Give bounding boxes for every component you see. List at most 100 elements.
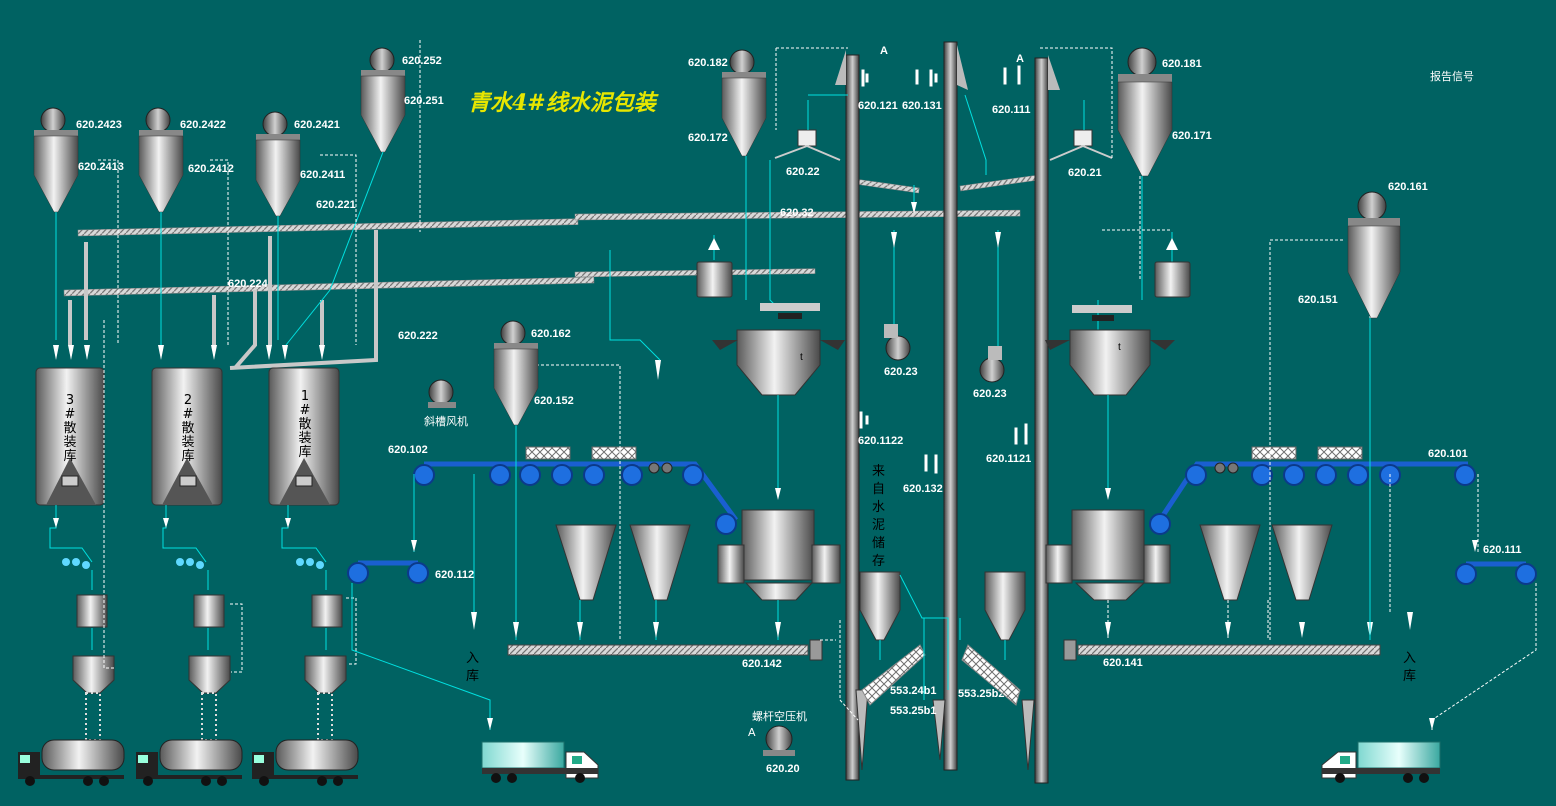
tag-label: 620.171 (1172, 130, 1212, 142)
tag-label: 553.24b1 (890, 685, 936, 697)
bucket-elevator-center[interactable] (932, 41, 968, 771)
marker-a: A (748, 726, 756, 739)
bulk-silo-3[interactable] (35, 367, 105, 506)
bag-filter-620-181[interactable] (1117, 47, 1173, 177)
silo-label-char: 库 (298, 444, 311, 460)
inbound-label-char: 库 (1403, 668, 1416, 684)
tag-label: 553.25b1 (890, 705, 936, 717)
belt-conveyor-620-112[interactable] (347, 560, 429, 584)
vertical-label-char: 存 (872, 554, 885, 569)
tag-label: 620.2413 (78, 161, 124, 173)
belt-conveyor-620-101[interactable] (1149, 446, 1476, 535)
silo-label-char: 散 (298, 417, 311, 432)
fan-620-23-left[interactable] (884, 324, 911, 361)
signal-lines (55, 151, 384, 346)
dump-truck-right (1321, 741, 1441, 783)
loading-lane-2[interactable] (162, 505, 243, 741)
screw-conveyor-upper (77, 209, 1021, 237)
tag-label: 620.1122 (858, 435, 903, 447)
tag-label: 620.111 (992, 104, 1031, 116)
silo-label-char: # (65, 407, 76, 422)
tag-label: 553.25b2 (958, 688, 1004, 700)
screw-conveyor-620-142[interactable] (507, 639, 823, 661)
chute-fan[interactable] (428, 379, 456, 408)
signal-lines (609, 250, 661, 361)
bag-filter-620-2421[interactable] (255, 111, 301, 217)
tag-label: 620.121 (858, 100, 898, 112)
gate-620-21[interactable] (1049, 129, 1113, 161)
vertical-label-char: 水 (872, 500, 885, 515)
dump-truck-left (481, 741, 599, 783)
compressor-label: 螺杆空压机 (752, 709, 807, 723)
weigh-hopper-right[interactable]: t (1045, 305, 1175, 396)
silo-label-char: 装 (63, 435, 76, 450)
tag-label: 620.222 (398, 330, 438, 342)
bucket-elevator-left[interactable] (835, 50, 869, 781)
control-lines (1269, 239, 1343, 640)
inbound-label-char: 入 (1403, 651, 1416, 666)
tag-label: 620.181 (1162, 58, 1202, 70)
inbound-label-char: 入 (466, 651, 479, 666)
tag-label: 620.132 (903, 483, 943, 495)
tag-label: 620.32 (780, 207, 814, 219)
rotary-packer-left[interactable] (717, 509, 841, 601)
vertical-label-char: 泥 (872, 518, 885, 533)
tag-label: 620.102 (388, 444, 428, 456)
tag-label: 620.224 (228, 278, 269, 290)
screw-compressor[interactable] (763, 725, 795, 756)
feed-pipes (68, 230, 378, 370)
bulk-silo-2[interactable] (151, 367, 223, 506)
tag-label: 620.2422 (180, 119, 226, 131)
tag-label: 620.251 (404, 95, 444, 107)
silo-label-char: 散 (181, 421, 194, 436)
tag-label: 620.101 (1428, 448, 1468, 460)
bag-filter-620-162[interactable] (493, 320, 539, 426)
bag-filter-620-2423[interactable] (33, 107, 79, 213)
tag-label: 620.142 (742, 658, 782, 670)
silo-label-char: 1 (301, 389, 309, 404)
bag-filter-620-2422[interactable] (138, 107, 184, 213)
fan-620-23-right[interactable] (979, 346, 1005, 383)
bulk-silo-1[interactable] (268, 367, 340, 506)
loading-lane-1[interactable] (281, 505, 357, 741)
tanker-truck-3 (18, 739, 125, 786)
feed-bin-left (696, 238, 733, 298)
signal-lines (777, 395, 1109, 490)
silo-label-char: 2 (184, 393, 192, 408)
bag-filter-620-252[interactable] (360, 47, 406, 153)
bag-hopper (555, 524, 1333, 641)
vertical-label-char: 来 (872, 464, 885, 479)
vertical-label-char: 储 (872, 536, 885, 551)
bag-filter-620-161[interactable] (1347, 191, 1401, 319)
svg-text:t: t (800, 352, 803, 363)
tag-label: 620.111 (1483, 544, 1522, 556)
gate-620-22[interactable] (774, 129, 841, 161)
tag-label: 620.161 (1388, 181, 1428, 193)
bag-filter-620-182[interactable] (721, 49, 767, 157)
tag-label: 620.2423 (76, 119, 122, 131)
screw-conveyor-620-141[interactable] (1063, 639, 1381, 661)
legend-label: 报告信号 (1430, 69, 1474, 83)
belt-conveyor-620-102[interactable] (413, 446, 739, 535)
tag-label: 620.151 (1298, 294, 1338, 306)
rotary-packer-right[interactable] (1045, 509, 1171, 601)
silo-label-char: 3 (66, 393, 74, 408)
bucket-elevator-right[interactable] (1021, 55, 1060, 784)
tag-label: 620.152 (534, 395, 574, 407)
tag-label: 620.23 (884, 366, 918, 378)
screw-conveyor-lower (63, 174, 1041, 297)
tag-label: 620.162 (531, 328, 571, 340)
loading-lane-3[interactable] (49, 320, 115, 741)
silo-label-char: 库 (181, 448, 194, 464)
valve-icons[interactable] (859, 65, 1028, 474)
tag-label: 620.252 (402, 55, 442, 67)
fan-label: 斜槽风机 (424, 414, 468, 428)
tag-label: 620.131 (902, 100, 942, 112)
belt-conveyor-620-111[interactable] (1455, 561, 1537, 585)
vertical-label-char: 自 (872, 482, 885, 497)
silo-label-char: # (300, 403, 311, 418)
page-title: 青水4#线水泥包装 (468, 90, 659, 116)
weigh-hopper-left[interactable]: t (712, 303, 845, 396)
silo-label-char: 散 (63, 421, 76, 436)
control-lines (775, 47, 1172, 280)
